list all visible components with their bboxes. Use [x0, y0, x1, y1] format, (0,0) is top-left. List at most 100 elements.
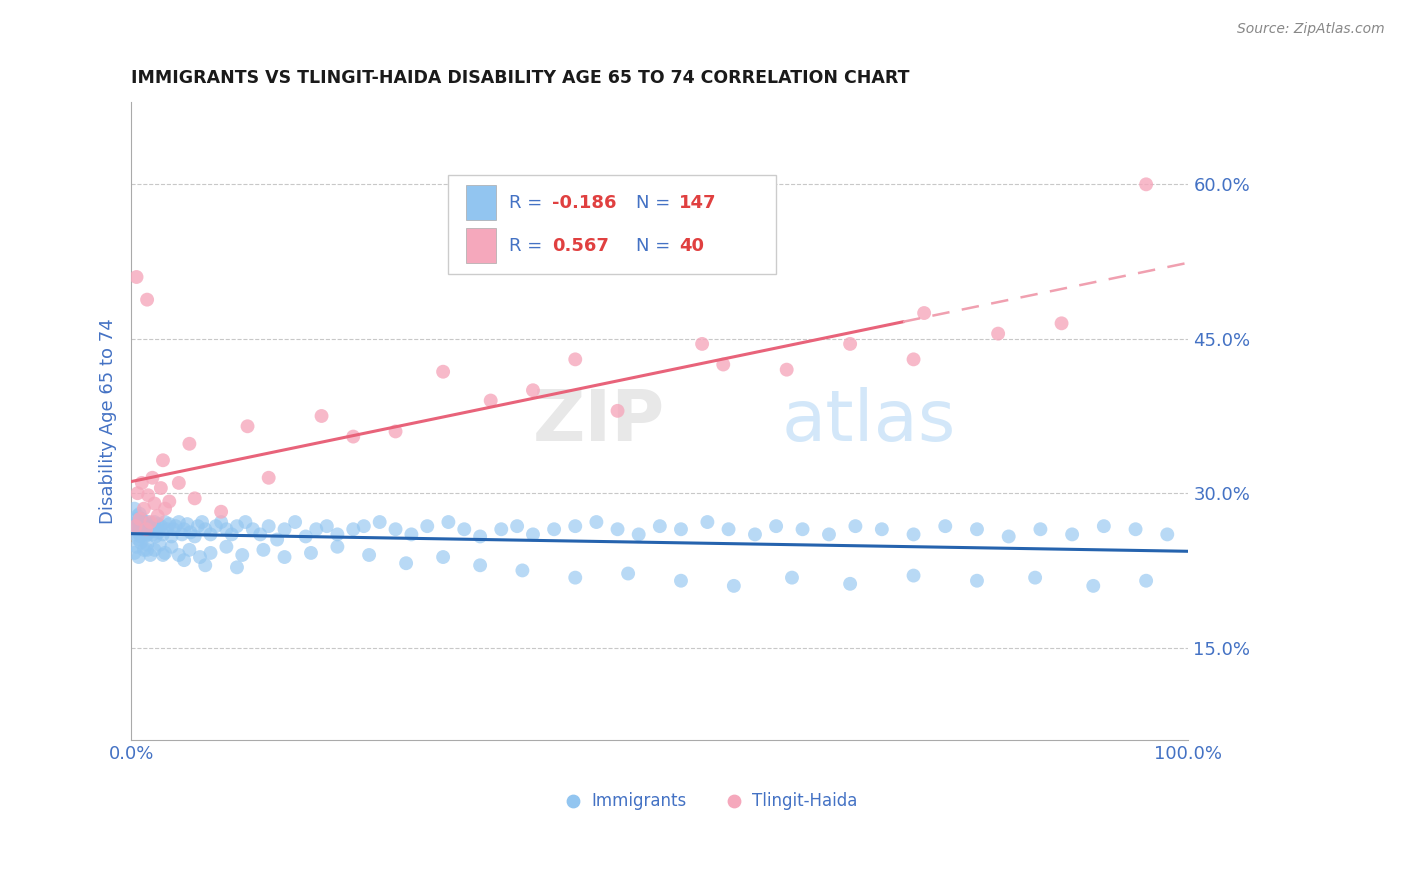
Point	[690, 337, 713, 351]
Point	[127, 525, 149, 540]
Point	[152, 548, 174, 562]
Point	[179, 542, 201, 557]
Text: Tlingit-Haida: Tlingit-Haida	[752, 792, 858, 810]
Point	[143, 542, 166, 557]
Point	[776, 362, 799, 376]
Text: ZIP: ZIP	[533, 386, 665, 456]
Point	[145, 522, 167, 536]
Point	[627, 527, 650, 541]
Point	[491, 522, 513, 536]
Point	[1156, 527, 1178, 541]
Point	[744, 527, 766, 541]
Point	[128, 515, 150, 529]
Point	[149, 481, 172, 495]
Point	[215, 540, 238, 554]
Point	[127, 486, 149, 500]
Point	[124, 501, 146, 516]
Text: Immigrants: Immigrants	[591, 792, 686, 810]
Y-axis label: Disability Age 65 to 74: Disability Age 65 to 74	[100, 318, 117, 524]
Point	[252, 542, 274, 557]
Point	[966, 574, 988, 588]
Point	[1135, 574, 1157, 588]
Point	[543, 522, 565, 536]
Point	[257, 471, 280, 485]
Text: IMMIGRANTS VS TLINGIT-HAIDA DISABILITY AGE 65 TO 74 CORRELATION CHART: IMMIGRANTS VS TLINGIT-HAIDA DISABILITY A…	[131, 69, 910, 87]
Point	[122, 517, 145, 532]
Point	[136, 488, 159, 502]
Point	[128, 507, 150, 521]
Point	[844, 519, 866, 533]
Point	[606, 404, 628, 418]
Point	[128, 522, 150, 536]
Point	[191, 515, 214, 529]
Point	[167, 515, 190, 529]
Point	[146, 517, 169, 532]
Point	[711, 358, 734, 372]
Point	[131, 475, 153, 490]
Point	[136, 542, 159, 557]
Point	[236, 419, 259, 434]
Point	[145, 529, 167, 543]
Point	[512, 563, 534, 577]
Point	[129, 535, 152, 549]
Text: R =: R =	[509, 236, 548, 254]
Point	[453, 522, 475, 536]
Point	[142, 519, 165, 533]
Point	[249, 527, 271, 541]
Point	[235, 515, 257, 529]
Point	[342, 522, 364, 536]
Point	[132, 522, 155, 536]
Point	[401, 527, 423, 541]
Point	[131, 525, 153, 540]
Point	[136, 515, 159, 529]
Point	[141, 522, 163, 536]
Point	[792, 522, 814, 536]
Point	[143, 515, 166, 529]
Point	[432, 549, 454, 564]
Point	[129, 517, 152, 532]
Point	[209, 505, 232, 519]
Point	[152, 527, 174, 541]
Point	[153, 501, 176, 516]
Text: N =: N =	[636, 236, 675, 254]
Point	[135, 522, 157, 536]
Point	[648, 519, 671, 533]
Point	[1125, 522, 1147, 536]
Point	[136, 527, 159, 541]
Point	[617, 566, 640, 581]
Point	[273, 522, 295, 536]
Point	[479, 393, 502, 408]
Point	[124, 519, 146, 533]
Point	[153, 546, 176, 560]
Point	[903, 527, 925, 541]
Point	[183, 491, 205, 506]
Point	[141, 527, 163, 541]
Point	[125, 270, 148, 285]
Point	[912, 306, 935, 320]
Point	[131, 512, 153, 526]
Point	[162, 522, 184, 536]
Point	[765, 519, 787, 533]
Point	[136, 538, 159, 552]
Point	[149, 538, 172, 552]
Point	[134, 529, 156, 543]
Text: Source: ZipAtlas.com: Source: ZipAtlas.com	[1237, 22, 1385, 37]
Point	[468, 529, 491, 543]
Point	[696, 515, 718, 529]
Point	[839, 576, 862, 591]
Point	[148, 525, 170, 540]
Point	[128, 512, 150, 526]
Point	[294, 529, 316, 543]
Point	[934, 519, 956, 533]
Point	[165, 519, 187, 533]
Point	[564, 571, 586, 585]
Point	[326, 527, 349, 541]
Point	[194, 558, 217, 573]
Point	[124, 546, 146, 560]
Point	[167, 475, 190, 490]
Point	[564, 519, 586, 533]
Point	[266, 533, 288, 547]
Point	[870, 522, 893, 536]
Point	[342, 429, 364, 443]
Point	[200, 527, 222, 541]
